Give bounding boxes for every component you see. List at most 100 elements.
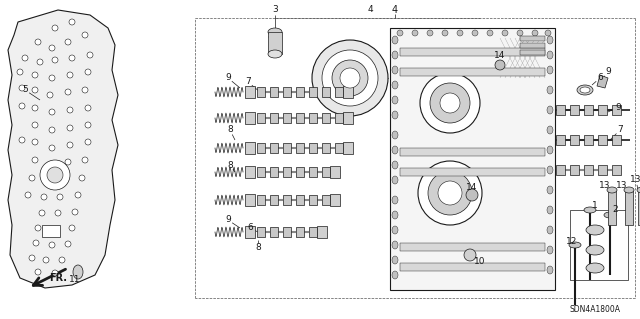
Text: 7: 7 (617, 125, 623, 135)
Bar (598, 165, 607, 175)
Circle shape (49, 145, 55, 151)
Circle shape (33, 240, 39, 246)
Bar (245, 86, 255, 98)
Circle shape (22, 55, 28, 61)
Circle shape (412, 30, 418, 36)
Text: 9: 9 (615, 102, 621, 112)
Bar (625, 190, 633, 225)
Bar (570, 105, 579, 115)
Circle shape (32, 122, 38, 128)
Text: SDN4A1800A: SDN4A1800A (569, 306, 620, 315)
Bar (270, 195, 278, 205)
Bar (570, 165, 579, 175)
Bar (322, 113, 330, 123)
Bar (283, 113, 291, 123)
Circle shape (35, 39, 41, 45)
Ellipse shape (392, 176, 398, 184)
Bar (598, 105, 607, 115)
Circle shape (487, 30, 493, 36)
Ellipse shape (392, 66, 398, 74)
Circle shape (35, 269, 41, 275)
Circle shape (49, 127, 55, 133)
Circle shape (517, 30, 523, 36)
Ellipse shape (604, 212, 616, 218)
Ellipse shape (392, 81, 398, 89)
Circle shape (72, 209, 78, 215)
Bar (42, 225, 60, 237)
Circle shape (532, 30, 538, 36)
Bar (570, 210, 628, 280)
Circle shape (29, 255, 35, 261)
Text: 4: 4 (392, 5, 398, 15)
Bar (245, 166, 255, 178)
Polygon shape (8, 10, 118, 288)
Bar (322, 167, 330, 177)
Ellipse shape (607, 187, 617, 193)
Bar (556, 135, 565, 145)
Circle shape (332, 60, 368, 96)
Circle shape (69, 55, 75, 61)
Circle shape (45, 179, 51, 185)
Bar (400, 48, 545, 56)
Ellipse shape (547, 66, 553, 74)
Bar (400, 68, 545, 76)
Text: 13: 13 (630, 175, 640, 184)
Bar (270, 143, 278, 153)
Bar (584, 165, 593, 175)
Circle shape (32, 157, 38, 163)
Circle shape (29, 175, 35, 181)
Circle shape (428, 171, 472, 215)
Bar (612, 105, 621, 115)
Bar (400, 263, 545, 271)
Text: 14: 14 (494, 50, 506, 60)
Text: 9: 9 (225, 216, 231, 225)
Circle shape (65, 89, 71, 95)
Circle shape (47, 162, 53, 168)
Bar (612, 165, 621, 175)
Bar (598, 135, 607, 145)
Bar (520, 50, 545, 55)
Bar (309, 87, 317, 97)
Circle shape (37, 59, 43, 65)
Ellipse shape (586, 225, 604, 235)
Bar (520, 43, 545, 48)
Circle shape (457, 30, 463, 36)
Circle shape (67, 72, 73, 78)
Bar (245, 142, 255, 154)
Bar (335, 143, 343, 153)
Circle shape (47, 92, 53, 98)
Circle shape (35, 225, 41, 231)
Ellipse shape (392, 256, 398, 264)
Circle shape (87, 52, 93, 58)
Bar (322, 143, 330, 153)
Circle shape (19, 137, 25, 143)
Text: 11: 11 (69, 276, 81, 285)
Bar (343, 86, 353, 98)
Ellipse shape (268, 50, 282, 58)
Ellipse shape (547, 186, 553, 194)
Ellipse shape (392, 131, 398, 139)
Circle shape (312, 40, 388, 116)
Text: 3: 3 (272, 5, 278, 14)
Circle shape (440, 93, 460, 113)
Text: 7: 7 (245, 78, 251, 86)
Bar (584, 135, 593, 145)
Ellipse shape (392, 196, 398, 204)
Ellipse shape (392, 241, 398, 249)
Ellipse shape (392, 211, 398, 219)
Circle shape (430, 83, 470, 123)
Circle shape (57, 194, 63, 200)
Ellipse shape (577, 85, 593, 95)
Bar (335, 87, 343, 97)
Ellipse shape (584, 207, 596, 213)
Circle shape (472, 30, 478, 36)
Text: 9: 9 (225, 73, 231, 83)
Circle shape (49, 75, 55, 81)
Bar (343, 112, 353, 124)
Circle shape (17, 69, 23, 75)
Circle shape (82, 32, 88, 38)
Circle shape (67, 125, 73, 131)
Bar (556, 165, 565, 175)
Bar (270, 227, 278, 237)
Circle shape (397, 30, 403, 36)
